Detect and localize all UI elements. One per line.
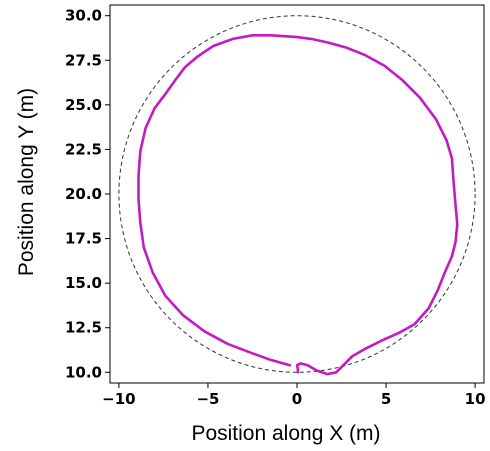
x-tick-label: 10 bbox=[465, 390, 486, 408]
x-tick-label: 5 bbox=[381, 390, 391, 408]
y-tick-label: 15.0 bbox=[65, 274, 102, 292]
y-tick-label: 12.5 bbox=[65, 319, 102, 337]
plot-frame bbox=[109, 4, 485, 384]
y-tick-label: 27.5 bbox=[65, 51, 102, 69]
reference-circle bbox=[118, 15, 476, 373]
x-tick-label: −5 bbox=[196, 390, 219, 408]
y-tick-label: 22.5 bbox=[65, 140, 102, 158]
y-tick-label: 30.0 bbox=[65, 7, 102, 25]
y-tick-label: 20.0 bbox=[65, 185, 102, 203]
y-tick-label: 17.5 bbox=[65, 230, 102, 248]
trajectory-line bbox=[137, 34, 459, 376]
y-tick-label: 10.0 bbox=[65, 363, 102, 381]
y-tick-label: 25.0 bbox=[65, 96, 102, 114]
y-axis-label: Position along Y (m) bbox=[15, 88, 38, 276]
x-tick-label: 0 bbox=[292, 390, 302, 408]
x-tick-label: −10 bbox=[102, 390, 135, 408]
x-axis-label: Position along X (m) bbox=[191, 422, 380, 445]
